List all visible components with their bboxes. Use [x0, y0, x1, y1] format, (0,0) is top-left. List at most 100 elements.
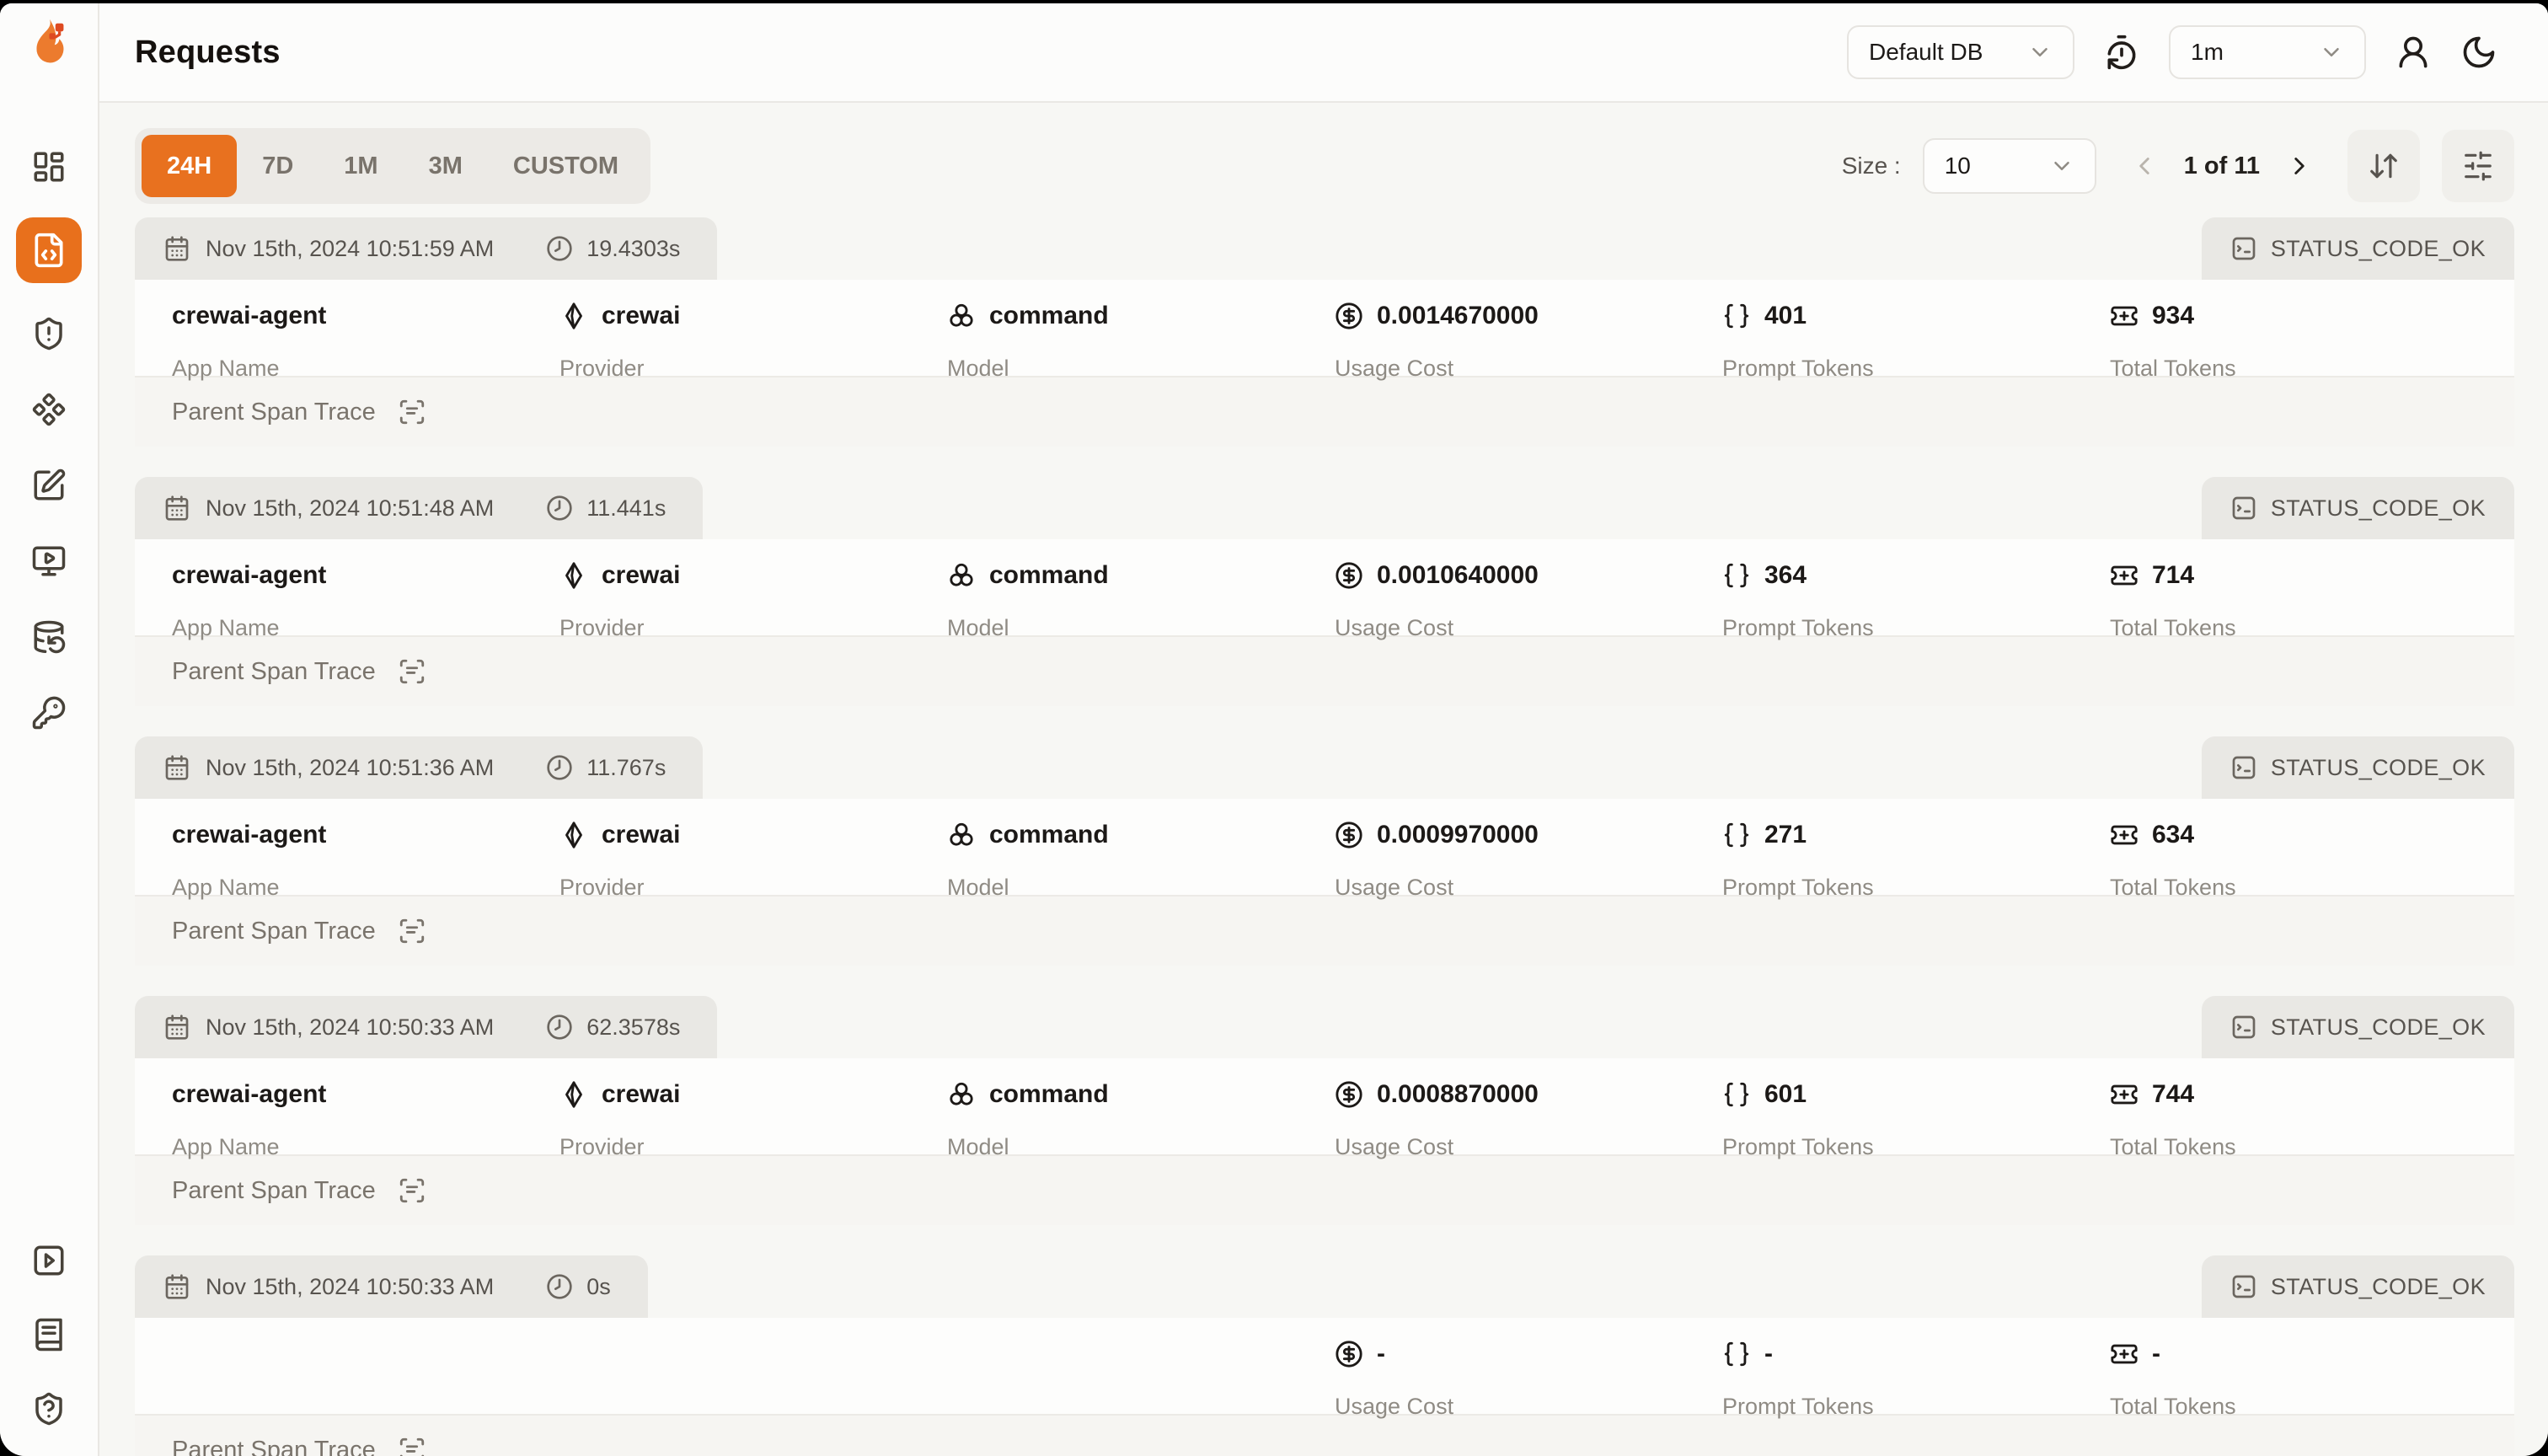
tab-3m[interactable]: 3M [404, 135, 488, 197]
model-value: command [947, 298, 1335, 334]
clock-icon [547, 755, 572, 780]
field-model: command Model [947, 1077, 1335, 1160]
request-card-body: crewai-agent App Name crewai Provider co… [135, 1058, 2514, 1159]
request-timestamp: Nov 15th, 2024 10:51:48 AM [206, 495, 495, 521]
calendar-icon [165, 1014, 189, 1040]
sidebar-item-vault[interactable] [30, 391, 67, 428]
scan-text-icon [399, 1437, 424, 1456]
usage-cost-label: Usage Cost [1335, 1134, 1454, 1159]
prompt-tokens-label: Prompt Tokens [1722, 1394, 1874, 1419]
request-duration-group: 0s [546, 1273, 611, 1300]
request-card[interactable]: Nov 15th, 2024 10:51:48 AM 11.441s STATU… [135, 477, 2514, 706]
status-badge: STATUS_CODE_OK [2201, 477, 2514, 539]
next-page-button[interactable] [2285, 152, 2314, 180]
request-duration: 11.441s [586, 495, 666, 521]
dark-mode-toggle[interactable] [2460, 34, 2497, 71]
dollar-circle-icon [1336, 302, 1362, 329]
status-badge: STATUS_CODE_OK [2201, 996, 2514, 1058]
profile-button[interactable] [2395, 34, 2432, 71]
total-tokens-label: Total Tokens [2110, 875, 2236, 900]
request-card[interactable]: Nov 15th, 2024 10:51:59 AM 19.4303s STAT… [135, 217, 2514, 447]
usage-cost-label: Usage Cost [1335, 875, 1454, 900]
calendar-icon [165, 755, 189, 780]
dollar-circle-icon [1336, 1341, 1362, 1368]
sidebar-item-exceptions[interactable] [30, 315, 67, 352]
parent-span-trace-row[interactable]: Parent Span Trace [135, 1414, 2514, 1456]
list-controls: Size : 10 1 of 11 [1842, 130, 2514, 202]
total-tokens-value: 634 [2110, 817, 2497, 853]
sidebar-item-openground[interactable] [30, 543, 67, 580]
total-tokens-value: 934 [2110, 298, 2497, 334]
sort-button[interactable] [2347, 130, 2420, 202]
request-card[interactable]: Nov 15th, 2024 10:50:33 AM 0s STATUS_COD… [135, 1255, 2514, 1456]
sidebar-item-databases[interactable] [30, 618, 67, 656]
tab-1m[interactable]: 1M [318, 135, 403, 197]
parent-span-trace-row[interactable]: Parent Span Trace [135, 895, 2514, 966]
provider-value [559, 1336, 947, 1372]
parent-span-trace-label: Parent Span Trace [172, 657, 376, 685]
model-label: Model [947, 1134, 1009, 1159]
prompt-tokens-value: - [1722, 1336, 2110, 1372]
page-size-selector[interactable]: 10 [1922, 138, 2096, 194]
book-icon [35, 1318, 62, 1352]
square-pen-icon [34, 468, 66, 500]
chevron-right-icon [2294, 158, 2304, 174]
request-duration: 0s [586, 1273, 611, 1299]
sidebar-item-documentation[interactable] [30, 1316, 67, 1353]
usage-cost-value: 0.0008870000 [1335, 1077, 1722, 1112]
dollar-circle-icon [1336, 822, 1362, 848]
tab-7d[interactable]: 7D [237, 135, 318, 197]
square-play-icon [34, 1245, 64, 1276]
request-meta-tab: Nov 15th, 2024 10:51:59 AM 19.4303s [135, 217, 718, 280]
main-area: Requests Default DB 1m [99, 3, 2548, 1456]
field-model: command Model [947, 558, 1335, 641]
request-card[interactable]: Nov 15th, 2024 10:51:36 AM 11.767s STATU… [135, 736, 2514, 966]
refresh-timer-button[interactable] [2103, 34, 2140, 71]
refresh-interval-selector[interactable]: 1m [2169, 25, 2366, 79]
scan-text-icon [399, 1178, 424, 1203]
size-label: Size : [1841, 153, 1901, 179]
field-model: command Model [947, 817, 1335, 901]
parent-span-trace-row[interactable]: Parent Span Trace [135, 376, 2514, 447]
sidebar-item-support[interactable] [30, 1390, 67, 1427]
gem-icon [565, 302, 582, 329]
request-card-tabs: Nov 15th, 2024 10:50:33 AM 0s STATUS_COD… [135, 1255, 2514, 1318]
model-flower-icon [950, 822, 973, 846]
field-app-name: App Name [172, 1336, 559, 1420]
tab-custom[interactable]: CUSTOM [488, 135, 644, 197]
prev-page-button[interactable] [2130, 152, 2159, 180]
clock-icon [547, 236, 572, 261]
tab-24h[interactable]: 24H [142, 135, 238, 197]
request-card-body: crewai-agent App Name crewai Provider co… [135, 799, 2514, 900]
sidebar-item-dashboard[interactable] [30, 148, 67, 185]
usage-cost-value: 0.0014670000 [1335, 298, 1722, 334]
parent-span-trace-row[interactable]: Parent Span Trace [135, 635, 2514, 706]
model-flower-icon [950, 563, 973, 586]
sidebar-item-api-keys[interactable] [30, 694, 67, 731]
sidebar-item-requests[interactable] [16, 217, 82, 283]
calendar-icon [165, 495, 189, 521]
database-selector[interactable]: Default DB [1847, 25, 2074, 79]
sidebar-item-demo[interactable] [30, 1242, 67, 1279]
field-provider: crewai Provider [559, 1077, 947, 1160]
usage-cost-value: 0.0009970000 [1335, 817, 1722, 853]
field-total-tokens: 934 Total Tokens [2110, 298, 2497, 382]
refresh-interval-value: 1m [2191, 39, 2224, 65]
app-name-label: App Name [172, 875, 280, 900]
usage-cost-label: Usage Cost [1335, 615, 1454, 640]
chevron-down-icon [2324, 48, 2339, 56]
parent-span-trace-label: Parent Span Trace [172, 1176, 376, 1204]
request-meta-tab: Nov 15th, 2024 10:50:33 AM 62.3578s [135, 996, 718, 1058]
user-icon [2399, 36, 2428, 68]
filter-button[interactable] [2442, 130, 2514, 202]
request-card[interactable]: Nov 15th, 2024 10:50:33 AM 62.3578s STAT… [135, 996, 2514, 1225]
app-window: Requests Default DB 1m [0, 3, 2548, 1456]
sidebar-item-prompt-hub[interactable] [30, 467, 67, 504]
prompt-tokens-label: Prompt Tokens [1722, 1134, 1874, 1159]
openlit-logo[interactable] [23, 15, 75, 67]
parent-span-trace-row[interactable]: Parent Span Trace [135, 1154, 2514, 1225]
request-duration-group: 11.441s [546, 495, 666, 522]
app-name-label: App Name [172, 356, 280, 381]
status-badge-label: STATUS_CODE_OK [2270, 235, 2486, 261]
shield-alert-icon [35, 317, 62, 351]
